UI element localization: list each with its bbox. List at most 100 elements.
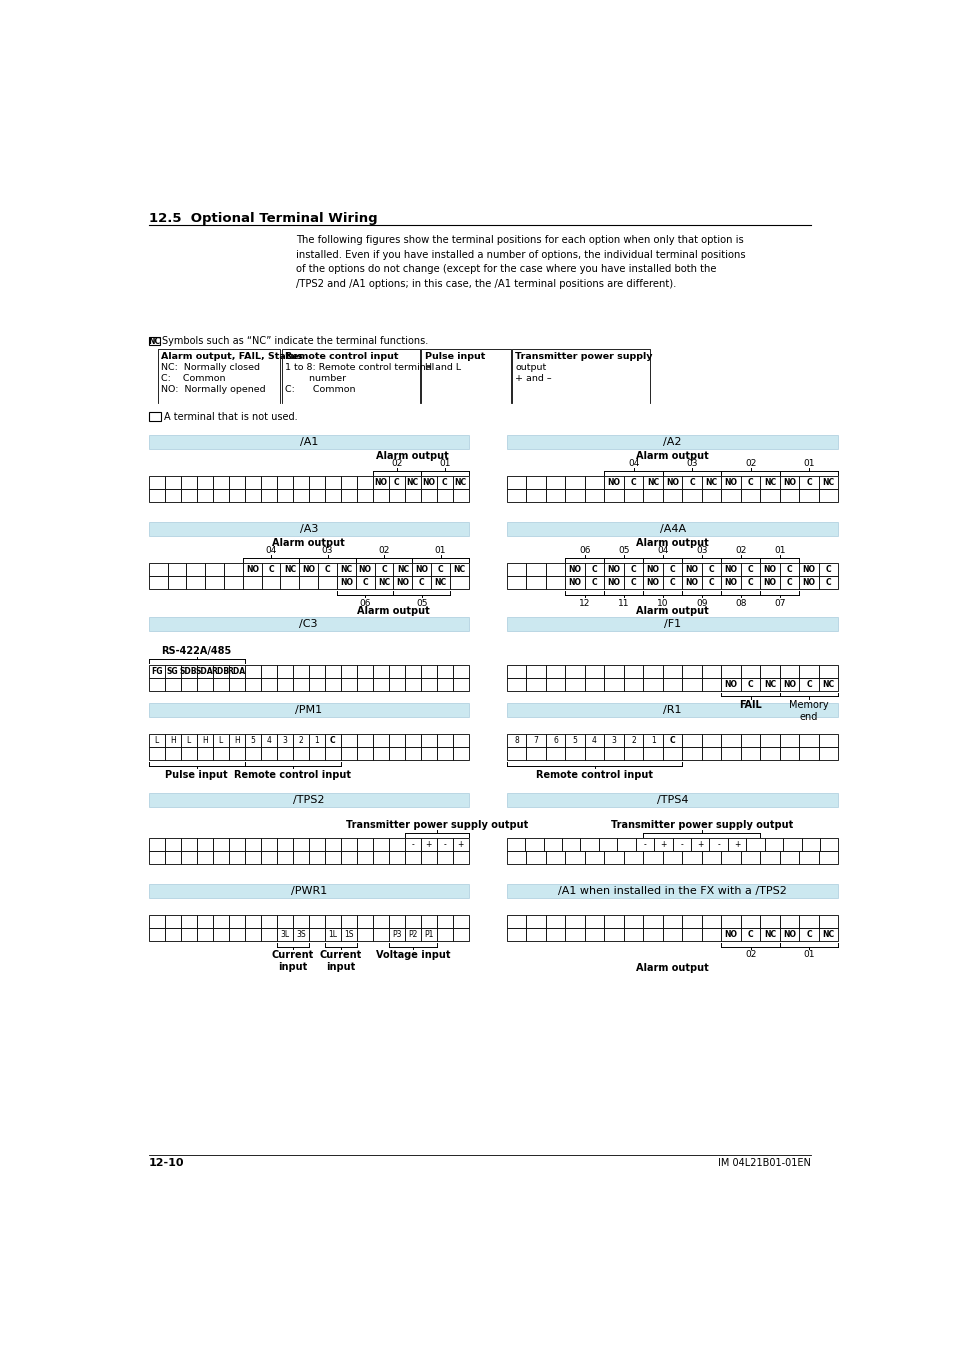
- Text: Alarm output: Alarm output: [636, 606, 708, 617]
- Text: NO: NO: [724, 578, 737, 587]
- Bar: [623, 563, 642, 576]
- Text: 04: 04: [265, 545, 276, 555]
- Bar: [740, 850, 760, 864]
- Text: 01: 01: [773, 545, 785, 555]
- Text: -: -: [411, 840, 414, 849]
- Bar: [373, 489, 389, 502]
- Text: NO: NO: [568, 566, 581, 574]
- Bar: [818, 489, 838, 502]
- Bar: [165, 678, 180, 691]
- Bar: [186, 563, 205, 576]
- Text: NC: NC: [434, 578, 446, 587]
- Bar: [180, 477, 196, 489]
- Bar: [389, 664, 404, 678]
- Bar: [180, 838, 196, 850]
- Text: SG: SG: [167, 667, 178, 676]
- Text: NO: NO: [415, 566, 428, 574]
- Bar: [260, 489, 276, 502]
- Bar: [681, 477, 701, 489]
- Bar: [149, 576, 168, 590]
- Bar: [603, 489, 623, 502]
- Bar: [760, 489, 780, 502]
- Text: 02: 02: [735, 545, 746, 555]
- Bar: [681, 576, 701, 590]
- Text: C:      Common: C: Common: [285, 385, 355, 394]
- Bar: [213, 734, 229, 747]
- Bar: [545, 664, 565, 678]
- Text: Current
input: Current input: [319, 950, 361, 972]
- Bar: [565, 678, 584, 691]
- Text: -: -: [717, 840, 720, 849]
- Bar: [526, 477, 545, 489]
- Text: A terminal that is not used.: A terminal that is not used.: [164, 412, 297, 421]
- Text: C: C: [394, 478, 399, 487]
- Bar: [623, 678, 642, 691]
- Bar: [373, 747, 389, 760]
- Text: Alarm output: Alarm output: [636, 451, 708, 460]
- Bar: [799, 747, 818, 760]
- Bar: [818, 915, 838, 929]
- Text: NO: NO: [646, 566, 659, 574]
- Bar: [356, 489, 373, 502]
- Bar: [662, 915, 681, 929]
- Bar: [149, 617, 468, 630]
- Bar: [393, 576, 412, 590]
- Text: 06: 06: [359, 598, 371, 608]
- Text: Alarm output: Alarm output: [376, 451, 449, 460]
- Bar: [196, 664, 213, 678]
- Bar: [196, 477, 213, 489]
- Bar: [818, 563, 838, 576]
- Bar: [149, 664, 165, 678]
- Bar: [764, 838, 782, 850]
- Bar: [340, 489, 356, 502]
- Bar: [389, 850, 404, 864]
- Bar: [662, 489, 681, 502]
- Bar: [818, 929, 838, 941]
- Bar: [681, 929, 701, 941]
- Bar: [526, 747, 545, 760]
- Text: NC: NC: [763, 478, 776, 487]
- Bar: [603, 747, 623, 760]
- Bar: [196, 915, 213, 929]
- Bar: [526, 850, 545, 864]
- Text: 2: 2: [298, 736, 303, 745]
- Bar: [453, 747, 468, 760]
- Bar: [526, 489, 545, 502]
- Bar: [818, 678, 838, 691]
- Bar: [760, 664, 780, 678]
- Bar: [436, 489, 453, 502]
- Bar: [598, 838, 617, 850]
- Bar: [709, 838, 727, 850]
- Text: NO: NO: [646, 578, 659, 587]
- Bar: [245, 489, 260, 502]
- Text: NC: NC: [377, 578, 390, 587]
- Bar: [389, 678, 404, 691]
- Text: 09: 09: [696, 598, 707, 608]
- Bar: [545, 563, 565, 576]
- Bar: [565, 576, 584, 590]
- Text: 8: 8: [514, 736, 518, 745]
- Bar: [526, 664, 545, 678]
- Bar: [293, 734, 309, 747]
- Bar: [436, 678, 453, 691]
- Text: C: C: [825, 578, 831, 587]
- Bar: [545, 576, 565, 590]
- Text: 3L: 3L: [280, 930, 289, 940]
- Bar: [506, 703, 838, 717]
- Text: P2: P2: [408, 930, 417, 940]
- Text: C: C: [330, 736, 335, 745]
- Text: Transmitter power supply output: Transmitter power supply output: [345, 819, 527, 830]
- Bar: [168, 563, 186, 576]
- Text: 5: 5: [572, 736, 577, 745]
- Bar: [506, 477, 526, 489]
- Text: 03: 03: [685, 459, 698, 467]
- Bar: [213, 747, 229, 760]
- Bar: [260, 915, 276, 929]
- Bar: [149, 838, 165, 850]
- Bar: [276, 734, 293, 747]
- Text: Symbols such as “NC” indicate the terminal functions.: Symbols such as “NC” indicate the termin…: [162, 336, 428, 346]
- Text: P1: P1: [424, 930, 433, 940]
- Text: NC: NC: [821, 680, 834, 688]
- Bar: [276, 929, 293, 941]
- Bar: [760, 850, 780, 864]
